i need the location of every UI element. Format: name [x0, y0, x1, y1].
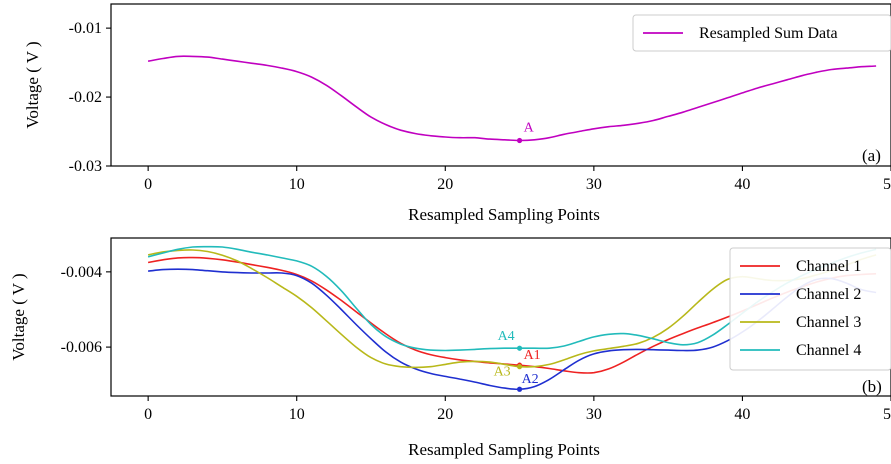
annotation-label-a4: A4: [498, 329, 515, 344]
panel-a-x-axis-label: Resampled Sampling Points: [408, 205, 600, 224]
series-line-resampled-sum-data: [147, 55, 877, 142]
legend-entry-channel-4: Channel 4: [796, 342, 861, 359]
x-tick-label: 50: [883, 176, 891, 193]
panel-b-frame: [110, 237, 891, 397]
legend-entry-channel-2: Channel 2: [796, 286, 861, 303]
panel-a-legend: Resampled Sum Data: [632, 14, 891, 52]
annotation-label-a3: A3: [494, 365, 511, 380]
panel-a-sum-data: A 0 10 20 30 40 50 -0.01 -0.02 -0.03 Resampled S…: [23, 3, 891, 224]
panel-b-channels: A1 A2 A3 A4 0 10 20 30 40 50 -0.004 -0.006 Channel…: [9, 237, 891, 459]
y-tick-label: -0.02: [69, 89, 102, 106]
panel-b-y-axis-label: Voltage ( V ): [9, 273, 28, 360]
annotation-point-a2: [516, 386, 523, 392]
panel-a-frame: [110, 3, 891, 167]
x-tick-label: 30: [586, 406, 602, 423]
x-tick-label: 0: [144, 406, 152, 423]
annotation-label-a: A: [524, 120, 535, 135]
x-tick-label: 40: [734, 406, 750, 423]
annotation-point-a3: [516, 364, 523, 370]
panel-a-lines: [147, 55, 877, 142]
legend-box: [632, 14, 891, 52]
panel-b-x-axis-label: Resampled Sampling Points: [408, 440, 600, 459]
y-tick-label: -0.01: [69, 20, 102, 37]
legend-box: [729, 247, 891, 371]
x-tick-label: 0: [144, 176, 152, 193]
panel-b-markers: A1 A2 A3 A4: [494, 329, 541, 392]
panel-a-ticks: 0 10 20 30 40 50 -0.01 -0.02 -0.03: [69, 20, 891, 193]
x-tick-label: 10: [289, 176, 305, 193]
panel-a-y-axis-label: Voltage ( V ): [23, 41, 42, 128]
x-tick-label: 40: [734, 176, 750, 193]
panel-a-tag: (a): [862, 146, 881, 165]
y-tick-label: -0.03: [69, 158, 102, 175]
annotation-point-a4: [516, 345, 523, 351]
x-tick-label: 20: [437, 406, 453, 423]
y-tick-label: -0.004: [61, 264, 102, 281]
annotation-point-a: [516, 137, 523, 144]
x-tick-label: 20: [437, 176, 453, 193]
legend-entry-channel-1: Channel 1: [796, 258, 861, 275]
panel-b-tag: (b): [862, 377, 882, 396]
x-tick-label: 10: [289, 406, 305, 423]
panel-b-ticks: 0 10 20 30 40 50 -0.004 -0.006: [61, 264, 891, 423]
panel-b-legend: Channel 1 Channel 2 Channel 3 Channel 4: [729, 247, 891, 371]
legend-entry-resampled-sum-data: Resampled Sum Data: [699, 25, 838, 42]
y-tick-label: -0.006: [61, 339, 102, 356]
panel-a-markers: A: [516, 120, 535, 144]
legend-entry-channel-3: Channel 3: [796, 314, 861, 331]
x-tick-label: 30: [586, 176, 602, 193]
annotation-label-a1: A1: [524, 348, 541, 363]
annotation-label-a2: A2: [522, 372, 539, 387]
x-tick-label: 50: [883, 406, 891, 423]
